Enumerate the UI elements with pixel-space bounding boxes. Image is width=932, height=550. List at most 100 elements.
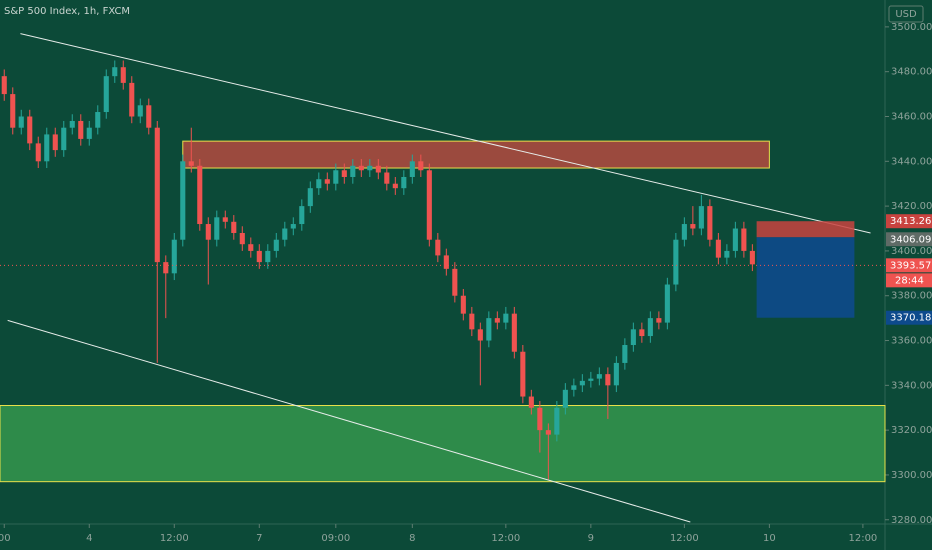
candle-body [418,161,424,171]
candle-body [222,217,228,222]
candle-body [486,318,492,341]
x-tick-label: 12:00 [491,533,520,544]
candle-body [18,116,24,128]
x-tick-label: 7 [256,533,262,544]
candle-body [1,76,7,95]
candle-body [171,239,177,274]
candle-body [656,318,662,323]
zone [0,405,886,483]
candle-body [596,374,602,379]
currency: USD [895,9,917,20]
x-tick-label: 9 [588,533,594,544]
candle-body [129,82,135,117]
candle-body [27,116,33,144]
candle-body [443,255,449,269]
candle-body [341,170,347,177]
price-tag [886,310,932,325]
candle-body [154,127,160,263]
x-tick-label: 12:00 [160,533,189,544]
candle-body [333,170,339,184]
position-stop [756,237,855,318]
candle-body [324,179,330,184]
candle-body [426,170,432,240]
candle-body [511,313,517,352]
candle-body [384,172,390,184]
candle-body [375,165,381,173]
candle-body [681,224,687,240]
y-tick-label: 3280.00 [891,515,932,526]
candle-body [401,176,407,189]
candle-body [588,378,594,381]
y-tick-label: 3320.00 [891,425,932,436]
candle-body [528,396,534,408]
x-tick-label: 09:00 [321,533,350,544]
candle-body [571,385,577,390]
candle-body [120,67,126,83]
candle-body [698,206,704,229]
candle-body [188,161,194,166]
y-tick-label: 3380.00 [891,291,932,302]
candle-body [163,262,169,274]
x-tick-label: 8 [409,533,415,544]
candle-body [103,76,109,113]
x-tick-label: 00 [0,533,11,544]
candle-body [435,239,441,256]
price-tag-label: 3406.09 [890,234,931,245]
y-tick-label: 3480.00 [891,67,932,78]
candle-body [613,362,619,386]
candle-body [137,105,143,117]
zone [182,140,770,169]
candle-body [265,250,271,263]
candle-body [673,239,679,285]
candle-body [477,329,483,341]
candle-body [35,143,41,162]
countdown-box [886,273,932,288]
y-tick-label: 3360.00 [891,336,932,347]
x-tick-label: 10 [763,533,776,544]
candle-body [392,183,398,189]
candle-body [724,250,730,258]
candle-body [10,94,16,128]
y-tick-label: 3420.00 [891,201,932,212]
price-tag [886,232,932,247]
candle-body [469,313,475,330]
y-tick-label: 3400.00 [891,246,932,257]
y-tick-label: 3300.00 [891,470,932,481]
price-tag-label: 3393.57 [890,260,931,271]
candle-body [69,120,75,128]
price-tag [886,214,932,229]
candle-body [180,161,186,240]
candle-body [112,67,118,77]
candle-body [282,228,288,240]
candle-body [639,329,645,337]
candle-body [307,188,313,207]
countdown: 28:44 [895,275,924,286]
trendline [20,33,871,234]
candle-body [273,239,279,251]
candle-body [316,179,322,189]
candle-body [605,374,611,386]
candle-body [358,165,364,171]
y-tick-label: 3460.00 [891,111,932,122]
candle-body [197,165,203,225]
candle-body [409,161,415,177]
candle-body [554,407,560,435]
y-tick-label: 3440.00 [891,156,932,167]
candle-body [239,232,245,245]
candle-body [647,318,653,337]
currency-box [888,5,924,23]
candle-body [61,127,67,151]
candle-body [248,244,254,251]
y-tick-label: 3500.00 [891,22,932,33]
position-target [756,221,855,238]
y-tick-label: 3340.00 [891,380,932,391]
candle-body [86,127,92,139]
price-tag-label: 3413.26 [890,216,931,227]
candle-body [78,120,84,139]
candle-body [367,165,373,171]
candle-body [146,105,152,128]
candle-body [749,250,755,265]
candle-body [707,206,713,240]
candle-body [664,284,670,323]
